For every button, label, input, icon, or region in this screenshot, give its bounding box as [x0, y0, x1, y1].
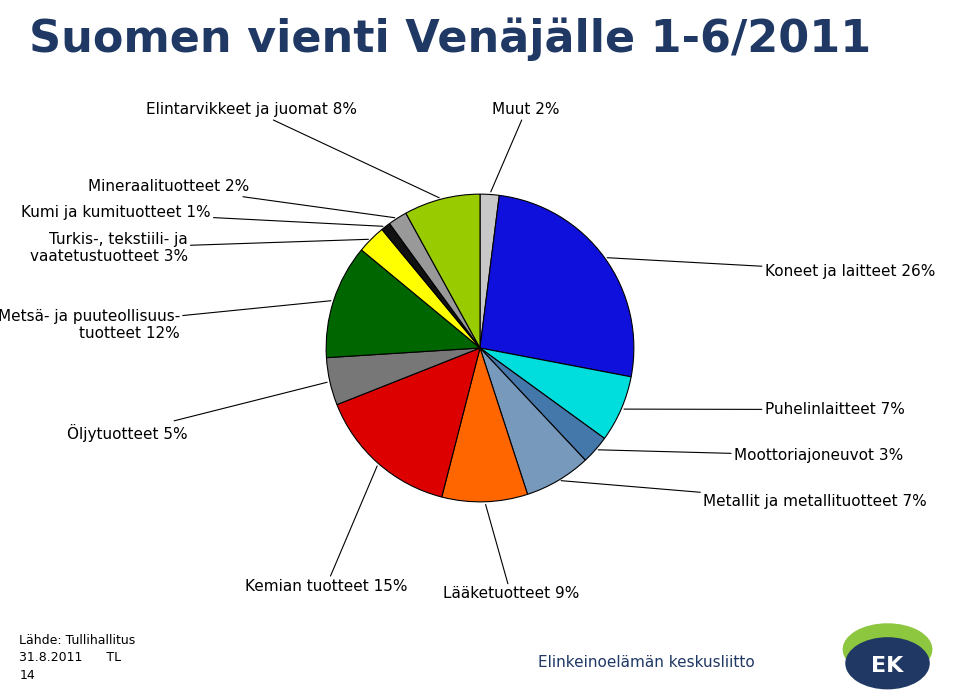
- Text: Koneet ja laitteet 26%: Koneet ja laitteet 26%: [608, 258, 935, 278]
- Wedge shape: [337, 348, 480, 497]
- Wedge shape: [480, 348, 631, 438]
- Text: Öljytuotteet 5%: Öljytuotteet 5%: [67, 382, 327, 442]
- Text: Turkis-, tekstiili- ja
vaatetustuotteet 3%: Turkis-, tekstiili- ja vaatetustuotteet …: [30, 232, 369, 264]
- Wedge shape: [362, 230, 480, 348]
- Text: Kumi ja kumituotteet 1%: Kumi ja kumituotteet 1%: [21, 205, 383, 226]
- Text: Moottoriajoneuvot 3%: Moottoriajoneuvot 3%: [598, 448, 903, 464]
- Wedge shape: [390, 213, 480, 348]
- Text: Elinkeinoelämän keskusliitto: Elinkeinoelämän keskusliitto: [538, 655, 755, 670]
- Text: Lähde: Tullihallitus: Lähde: Tullihallitus: [19, 634, 135, 647]
- Wedge shape: [480, 196, 634, 377]
- Text: 31.8.2011      TL: 31.8.2011 TL: [19, 651, 121, 664]
- Text: Muut 2%: Muut 2%: [491, 102, 560, 192]
- Wedge shape: [442, 348, 528, 502]
- Text: Metsä- ja puuteollisuus-
tuotteet 12%: Metsä- ja puuteollisuus- tuotteet 12%: [0, 301, 331, 341]
- Text: Puhelinlaitteet 7%: Puhelinlaitteet 7%: [624, 402, 904, 417]
- Wedge shape: [406, 194, 480, 348]
- Ellipse shape: [843, 624, 932, 675]
- Text: 14: 14: [19, 669, 35, 681]
- Wedge shape: [480, 348, 586, 494]
- Text: Mineraalituotteet 2%: Mineraalituotteet 2%: [88, 179, 395, 218]
- Text: Kemian tuotteet 15%: Kemian tuotteet 15%: [245, 466, 407, 594]
- Wedge shape: [326, 348, 480, 404]
- Ellipse shape: [845, 638, 929, 689]
- Wedge shape: [326, 250, 480, 358]
- Wedge shape: [382, 223, 480, 348]
- Text: Elintarvikkeet ja juomat 8%: Elintarvikkeet ja juomat 8%: [146, 102, 440, 198]
- Wedge shape: [480, 348, 605, 460]
- Wedge shape: [480, 194, 499, 348]
- Text: EK: EK: [872, 656, 903, 676]
- Text: Suomen vienti Venäjälle 1-6/2011: Suomen vienti Venäjälle 1-6/2011: [29, 17, 871, 61]
- Text: Metallit ja metallituotteet 7%: Metallit ja metallituotteet 7%: [561, 481, 926, 509]
- Text: Lääketuotteet 9%: Lääketuotteet 9%: [443, 505, 579, 601]
